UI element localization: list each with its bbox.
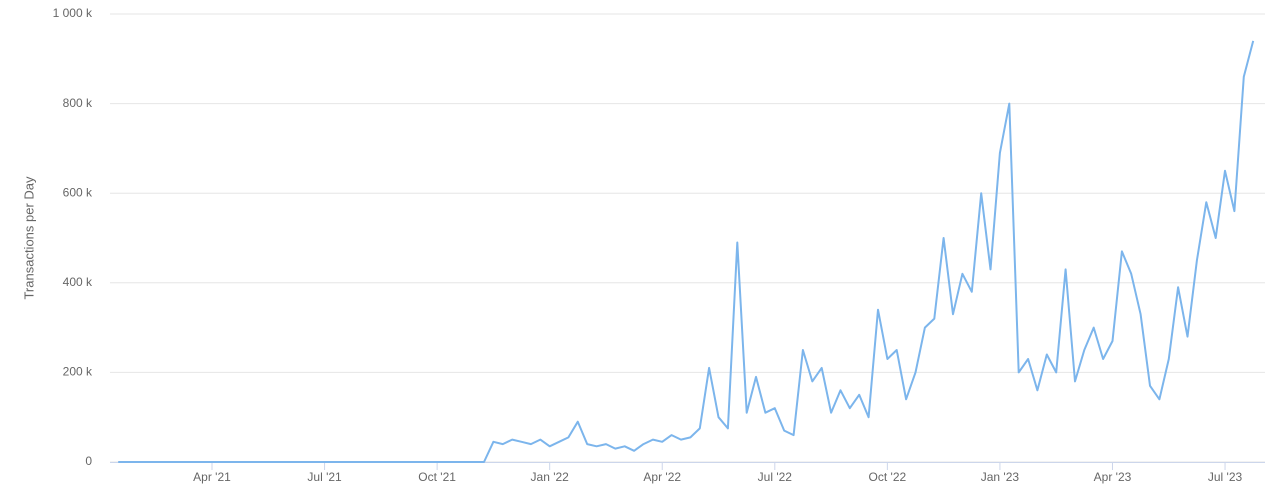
y-tick-label: 200 k xyxy=(63,365,93,379)
x-tick-label: Jan '22 xyxy=(531,470,570,484)
y-tick-label: 0 xyxy=(85,454,92,468)
x-tick-label: Apr '23 xyxy=(1094,470,1132,484)
y-tick-label: 600 k xyxy=(63,185,93,199)
line-series xyxy=(118,40,1255,463)
x-tick-label: Jul '23 xyxy=(1208,470,1243,484)
y-tick-label: 1 000 k xyxy=(53,6,93,20)
y-tick-label: 800 k xyxy=(63,96,93,110)
x-tick-label: Jan '23 xyxy=(981,470,1020,484)
x-tick-label: Jul '22 xyxy=(758,470,793,484)
y-tick-label: 400 k xyxy=(63,275,93,289)
y-axis-title: Transactions per Day xyxy=(21,176,36,300)
x-tick-label: Jul '21 xyxy=(307,470,342,484)
x-tick-label: Apr '22 xyxy=(643,470,681,484)
x-tick-label: Oct '22 xyxy=(869,470,907,484)
x-tick-label: Oct '21 xyxy=(418,470,456,484)
x-tick-label: Apr '21 xyxy=(193,470,231,484)
